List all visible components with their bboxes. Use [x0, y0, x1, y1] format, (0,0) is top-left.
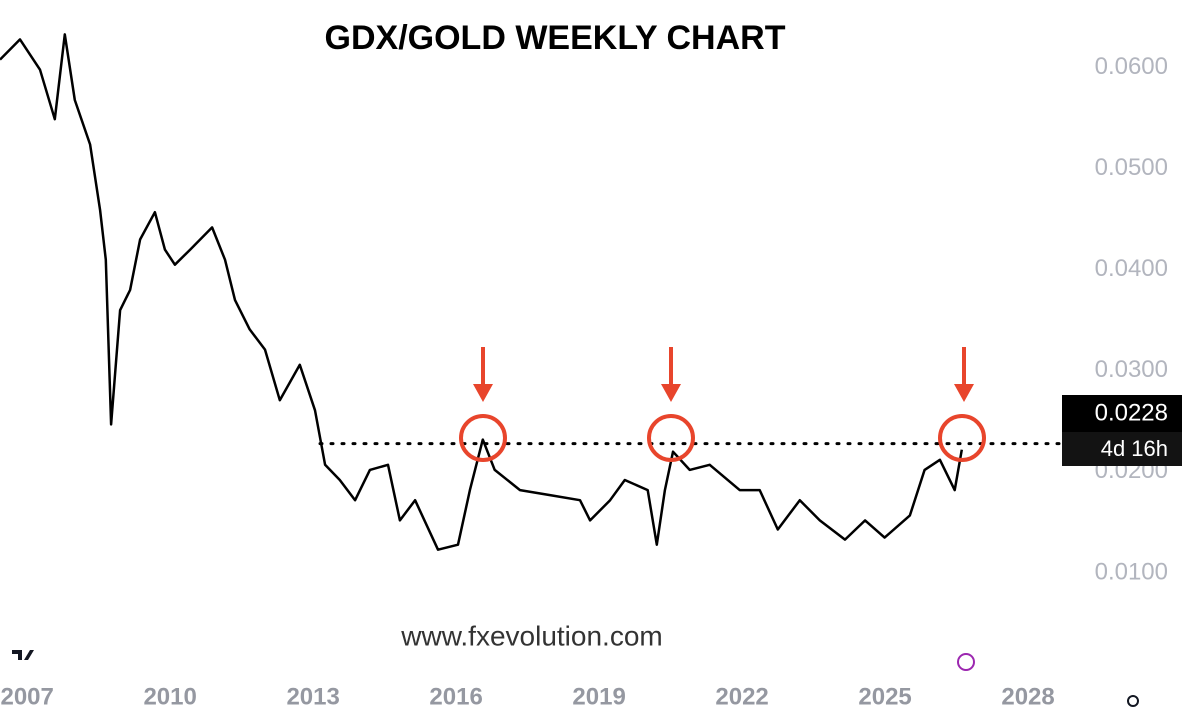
plot-layer	[0, 33, 964, 551]
x-tick-label: 2007	[0, 683, 53, 710]
arrow-head	[473, 384, 974, 402]
countdown-label: 4d 16h	[1101, 436, 1168, 461]
x-tick-label: 2010	[143, 683, 196, 710]
highlight-circle	[938, 414, 986, 462]
x-tick-label: 2025	[858, 683, 911, 710]
y-tick-label: 0.0300	[1095, 356, 1168, 383]
series-line	[0, 33, 964, 551]
price-box	[1062, 395, 1182, 432]
y-tick-label: 0.0400	[1095, 255, 1168, 282]
logo	[12, 650, 34, 660]
y-tick-label: 0.0500	[1095, 154, 1168, 181]
axis-layer: 0.01000.02000.03000.04000.05000.06002007…	[0, 53, 1168, 710]
countdown-box	[1062, 432, 1182, 466]
x-tick-label: 2019	[572, 683, 625, 710]
price-label: 0.0228	[1095, 399, 1168, 426]
y-tick-label: 0.0100	[1095, 558, 1168, 585]
x-tick-label: 2022	[715, 683, 768, 710]
highlight-circle	[647, 414, 695, 462]
icon	[957, 653, 975, 671]
settings-icon[interactable]	[1127, 695, 1139, 707]
watermark: www.fxevolution.com	[400, 620, 662, 651]
y-tick-label: 0.0600	[1095, 53, 1168, 80]
annotations	[459, 347, 986, 462]
x-tick-label: 2013	[286, 683, 339, 710]
chart-title: GDX/GOLD WEEKLY CHART	[325, 19, 786, 57]
highlight-circle	[459, 414, 507, 462]
x-tick-label: 2028	[1001, 683, 1054, 710]
x-tick-label: 2016	[429, 683, 482, 710]
